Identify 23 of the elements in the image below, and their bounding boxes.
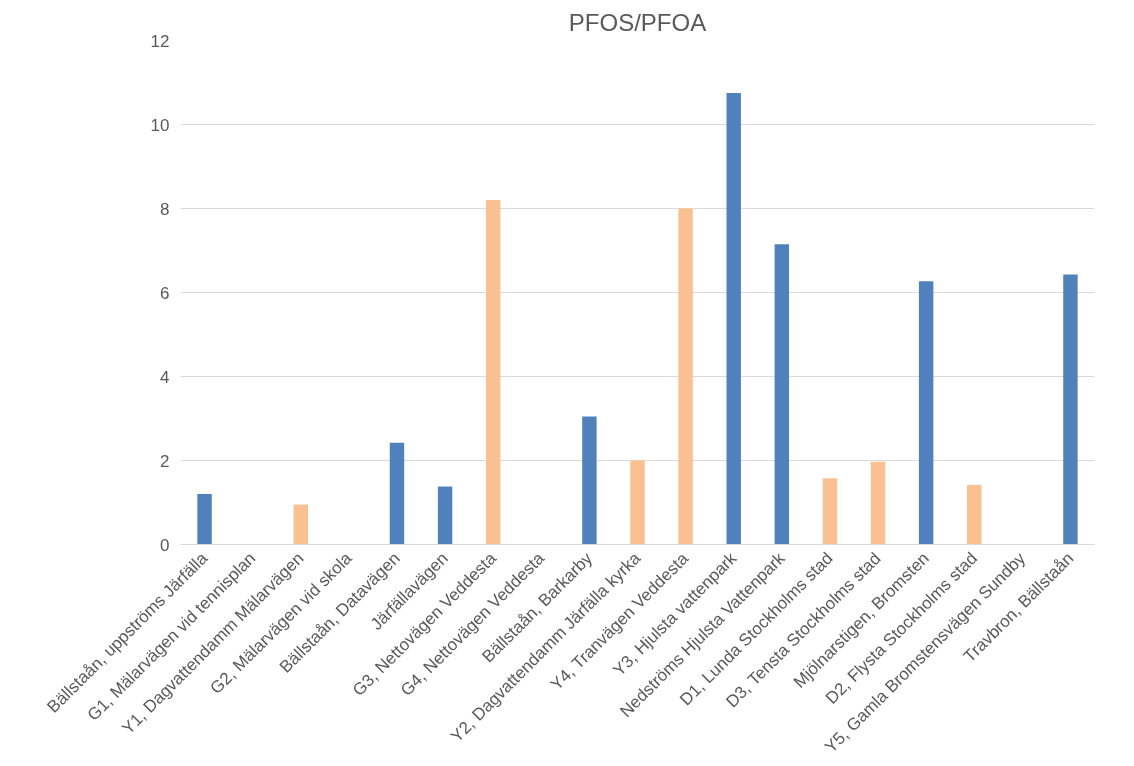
chart-title: PFOS/PFOA — [568, 8, 707, 36]
y-tick-label: 6 — [160, 283, 170, 303]
bar — [197, 494, 212, 545]
y-tick-label: 10 — [150, 115, 170, 135]
bar — [389, 442, 405, 545]
bar — [485, 200, 501, 545]
y-tick-label: 12 — [150, 31, 170, 51]
y-tick-label: 8 — [160, 199, 170, 219]
bar — [822, 478, 838, 545]
y-tick-label: 0 — [160, 535, 170, 555]
bar — [293, 504, 308, 545]
bar — [1063, 274, 1078, 545]
y-tick-label: 4 — [160, 367, 170, 387]
bar — [967, 484, 982, 545]
bar — [437, 486, 453, 545]
bar — [582, 416, 597, 545]
bar — [630, 460, 645, 545]
bar — [918, 281, 934, 545]
bar — [870, 461, 886, 545]
bar — [726, 93, 741, 545]
bar — [774, 244, 790, 545]
bar — [678, 208, 693, 545]
y-tick-label: 2 — [160, 451, 170, 471]
